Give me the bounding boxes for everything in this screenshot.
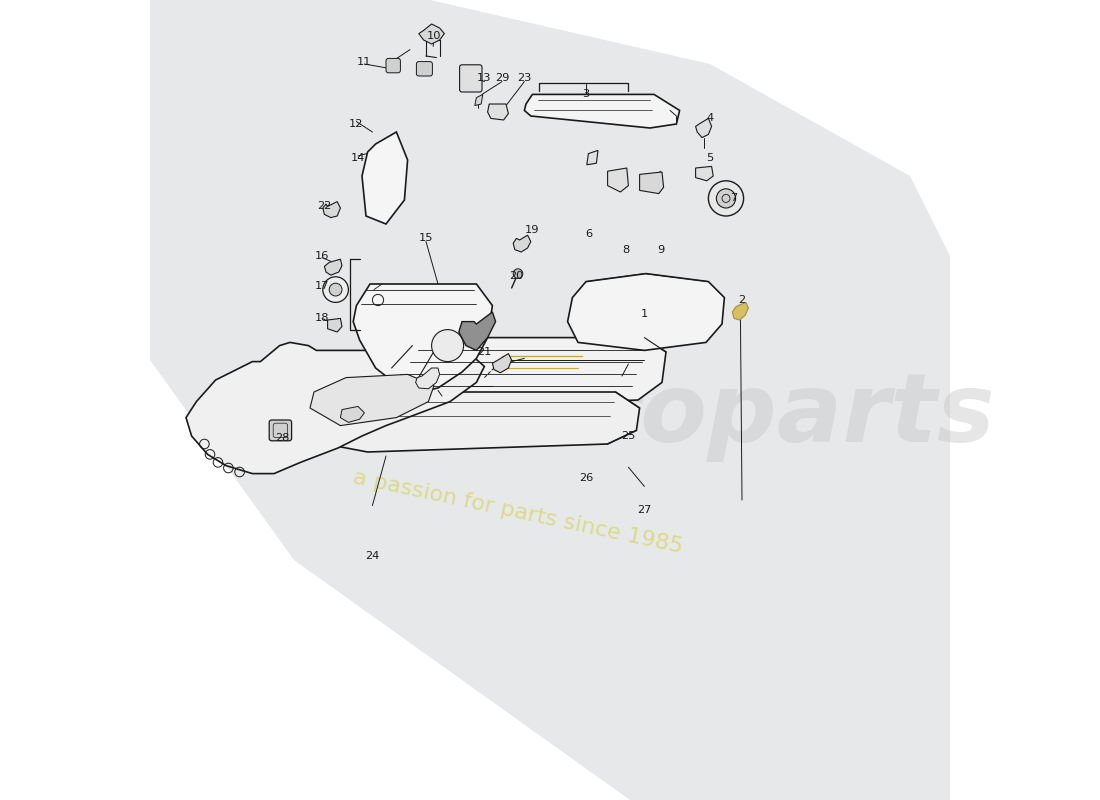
Circle shape xyxy=(329,283,342,296)
Polygon shape xyxy=(568,274,725,350)
Polygon shape xyxy=(328,318,342,332)
Polygon shape xyxy=(419,24,444,44)
Text: 26: 26 xyxy=(579,474,593,483)
Text: 23: 23 xyxy=(517,74,531,83)
Text: 4: 4 xyxy=(706,114,714,123)
Circle shape xyxy=(708,181,744,216)
Polygon shape xyxy=(386,338,666,408)
Polygon shape xyxy=(695,118,712,138)
Text: 29: 29 xyxy=(495,74,509,83)
Polygon shape xyxy=(322,202,340,218)
FancyBboxPatch shape xyxy=(460,65,482,92)
Circle shape xyxy=(431,330,463,362)
Text: 20: 20 xyxy=(509,271,524,281)
Text: 1: 1 xyxy=(641,309,648,318)
Polygon shape xyxy=(586,150,598,165)
Polygon shape xyxy=(150,0,950,800)
Text: 7: 7 xyxy=(730,194,738,203)
FancyBboxPatch shape xyxy=(270,420,292,441)
Text: 15: 15 xyxy=(419,234,433,243)
Text: 2: 2 xyxy=(738,295,746,305)
Text: 16: 16 xyxy=(315,251,329,261)
Text: 5: 5 xyxy=(706,154,714,163)
Text: 3: 3 xyxy=(582,90,590,99)
Text: 14: 14 xyxy=(351,154,365,163)
Text: europarts: europarts xyxy=(458,370,994,462)
Text: 24: 24 xyxy=(365,551,380,561)
Text: 6: 6 xyxy=(585,229,592,238)
Text: 28: 28 xyxy=(275,434,289,443)
Circle shape xyxy=(716,189,736,208)
Polygon shape xyxy=(607,168,628,192)
Polygon shape xyxy=(340,406,364,422)
Polygon shape xyxy=(514,235,531,252)
Polygon shape xyxy=(525,94,680,128)
Polygon shape xyxy=(475,94,483,106)
Polygon shape xyxy=(353,284,493,392)
Text: 18: 18 xyxy=(315,314,329,323)
FancyBboxPatch shape xyxy=(386,58,400,73)
Text: 13: 13 xyxy=(477,74,492,83)
FancyBboxPatch shape xyxy=(417,62,432,76)
Text: 10: 10 xyxy=(427,31,441,41)
Text: a passion for parts since 1985: a passion for parts since 1985 xyxy=(351,467,685,557)
Polygon shape xyxy=(695,166,713,181)
Text: 22: 22 xyxy=(317,202,331,211)
Text: 27: 27 xyxy=(637,506,651,515)
Polygon shape xyxy=(733,302,748,320)
Text: 25: 25 xyxy=(621,431,636,441)
Text: 19: 19 xyxy=(525,226,540,235)
Text: 21: 21 xyxy=(477,347,492,357)
Polygon shape xyxy=(416,368,440,389)
Text: 8: 8 xyxy=(623,245,629,254)
Text: 17: 17 xyxy=(315,282,329,291)
Polygon shape xyxy=(186,342,484,474)
Circle shape xyxy=(514,269,522,278)
Polygon shape xyxy=(362,132,408,224)
Polygon shape xyxy=(459,312,496,350)
Circle shape xyxy=(322,277,349,302)
Polygon shape xyxy=(487,104,508,120)
Polygon shape xyxy=(317,392,639,452)
Polygon shape xyxy=(639,172,663,194)
Polygon shape xyxy=(324,259,342,275)
Text: 11: 11 xyxy=(358,58,372,67)
Text: 9: 9 xyxy=(657,245,664,254)
Polygon shape xyxy=(493,354,512,373)
Polygon shape xyxy=(310,374,435,426)
Text: 12: 12 xyxy=(349,119,364,129)
